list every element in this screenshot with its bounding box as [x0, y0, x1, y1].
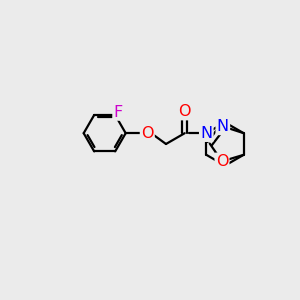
Text: O: O: [178, 104, 191, 119]
Text: O: O: [216, 154, 228, 169]
Text: N: N: [217, 119, 229, 134]
Text: N: N: [200, 126, 212, 141]
Text: O: O: [141, 126, 154, 141]
Text: F: F: [114, 104, 123, 119]
